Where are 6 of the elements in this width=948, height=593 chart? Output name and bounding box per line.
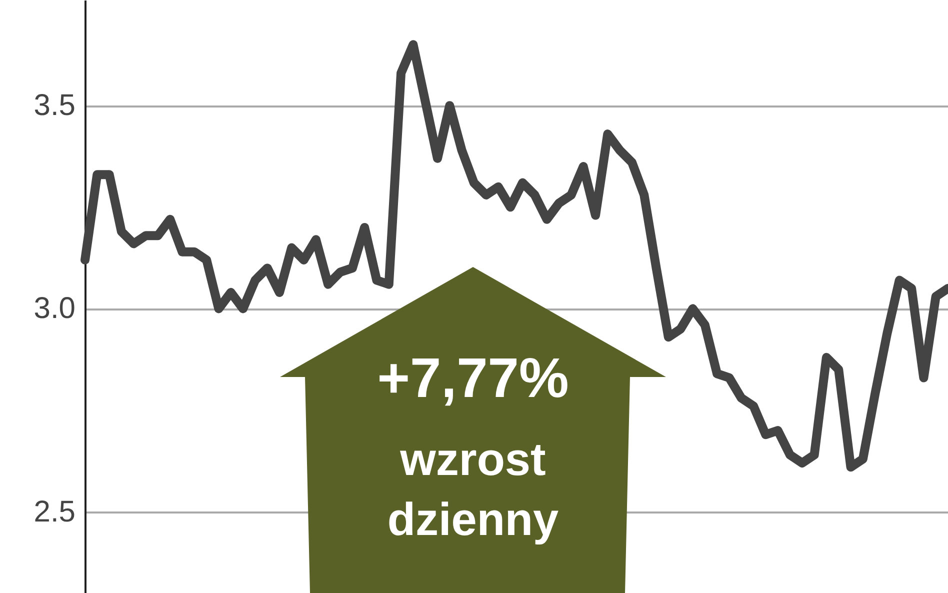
y-tick-label: 3.5 [34, 89, 76, 122]
y-tick-label: 3.0 [34, 292, 76, 326]
annotation: dzienny [386, 492, 560, 546]
annotation: +7,77% [376, 345, 570, 410]
y-tick-label: 2.5 [34, 495, 76, 528]
annotation: wzrost [399, 432, 547, 486]
